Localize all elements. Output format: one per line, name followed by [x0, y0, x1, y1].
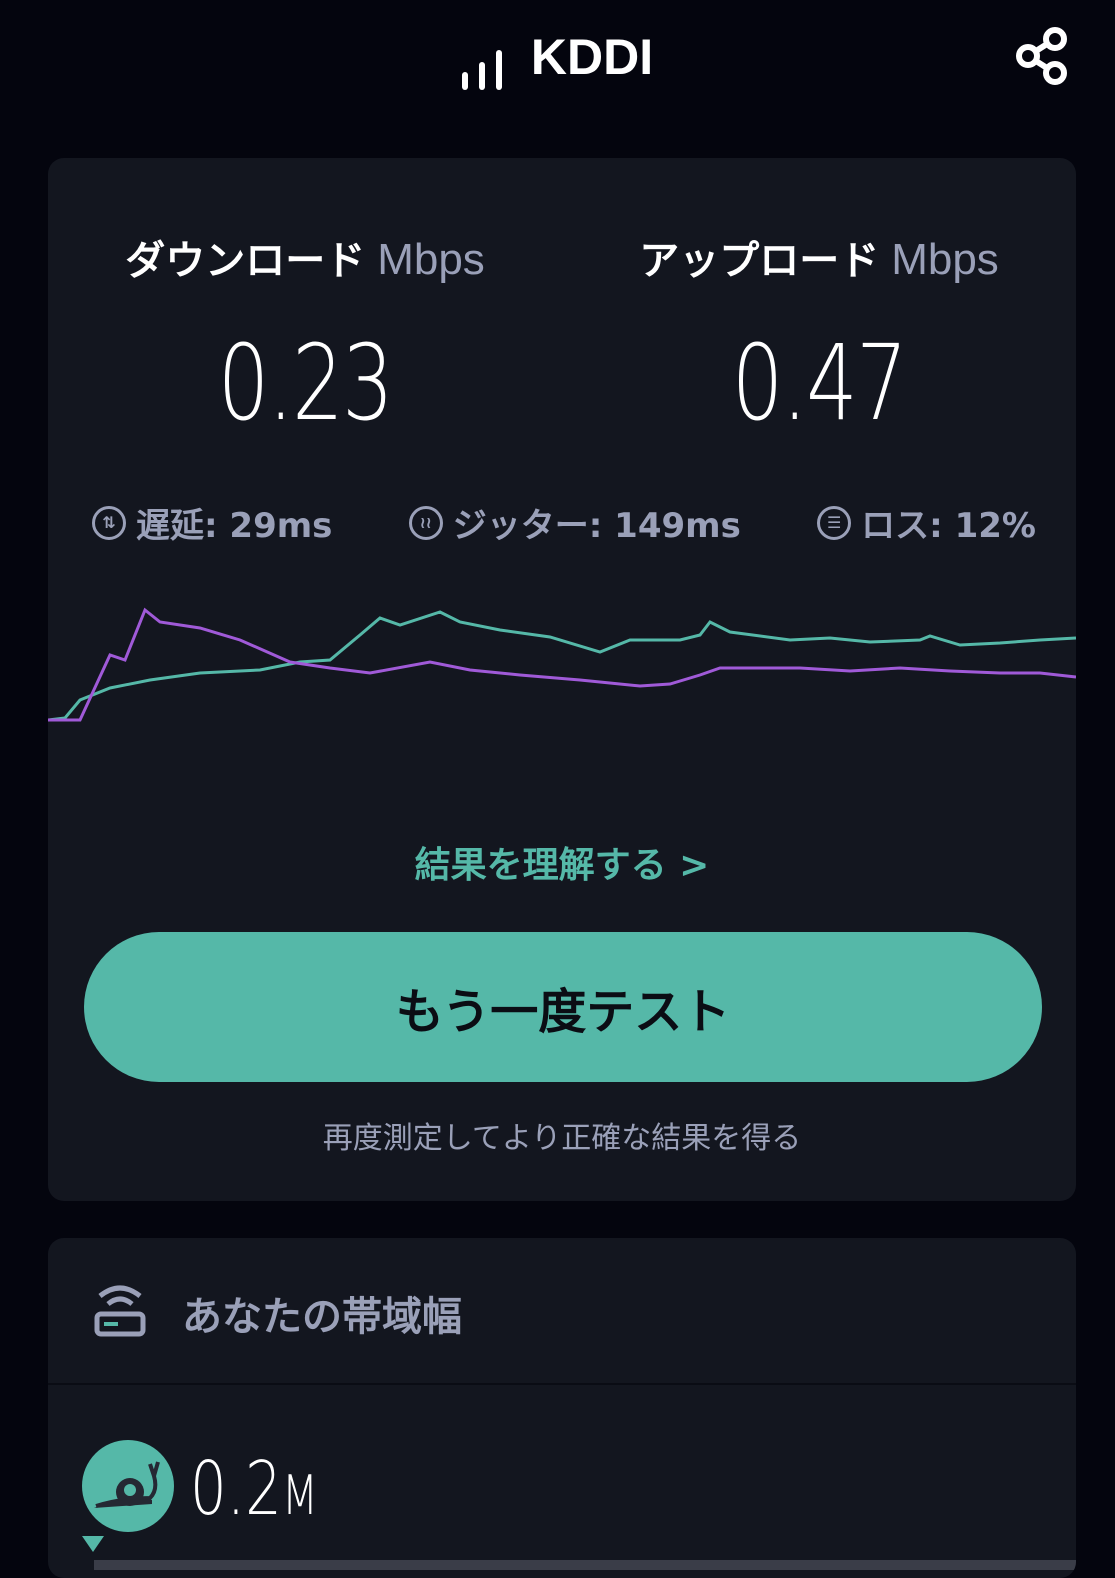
upload-metric: アップロード Mbps 0.47 — [562, 228, 1076, 444]
retest-hint: 再度測定してより正確な結果を得る — [322, 1121, 802, 1156]
download-unit: Mbps — [377, 235, 485, 284]
download-line — [48, 607, 1076, 722]
upload-line — [48, 610, 1076, 722]
stats-row: ⇅ 遅延: 29ms ≀≀ ジッター: 149ms ☰ ロス: 12% — [92, 498, 1036, 547]
bandwidth-number: 0.2 — [190, 1446, 282, 1532]
bandwidth-value: 0.2M — [190, 1446, 318, 1532]
retest-button[interactable]: もう一度テスト — [84, 932, 1042, 1082]
router-icon — [94, 1285, 146, 1337]
results-card: ダウンロード Mbps 0.23 アップロード Mbps 0.47 ⇅ 遅延: 29m… — [48, 158, 1076, 1201]
loss-stat: ☰ ロス: 12% — [817, 498, 1036, 547]
carrier-label: KDDI — [530, 29, 654, 85]
bandwidth-title: あなたの帯域幅 — [182, 1294, 462, 1340]
understand-results-link[interactable]: 結果を理解する > — [414, 845, 710, 886]
loss-text: ロス: 12% — [861, 506, 1036, 546]
bandwidth-unit: M — [281, 1464, 319, 1527]
latency-icon: ⇅ — [92, 505, 126, 540]
speed-graph — [48, 607, 1076, 722]
snail-icon — [82, 1440, 174, 1532]
jitter-text: ジッター: 149ms — [452, 506, 741, 546]
download-label: ダウンロード — [125, 238, 366, 284]
bandwidth-marker — [82, 1536, 104, 1552]
bandwidth-track — [94, 1560, 1076, 1570]
carrier-name: KDDI — [0, 28, 1115, 90]
upload-unit: Mbps — [891, 235, 999, 284]
download-metric: ダウンロード Mbps 0.23 — [48, 228, 562, 444]
loss-icon: ☰ — [817, 505, 852, 540]
latency-text: 遅延: 29ms — [136, 506, 333, 546]
jitter-stat: ≀≀ ジッター: 149ms — [408, 498, 741, 547]
share-icon[interactable] — [1015, 26, 1071, 86]
latency-stat: ⇅ 遅延: 29ms — [92, 498, 332, 547]
bandwidth-card: あなたの帯域幅 0.2M — [48, 1238, 1076, 1578]
upload-value: 0.47 — [731, 322, 908, 444]
signal-bars-icon — [461, 32, 513, 90]
upload-label: アップロード — [639, 238, 880, 284]
download-value: 0.23 — [217, 322, 394, 444]
jitter-icon: ≀≀ — [408, 505, 443, 540]
bandwidth-header: あなたの帯域幅 — [48, 1238, 1076, 1385]
header: KDDI — [0, 0, 1115, 115]
